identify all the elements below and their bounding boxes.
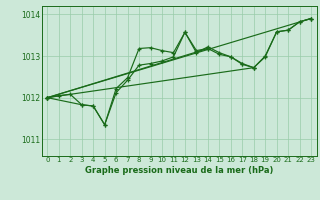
X-axis label: Graphe pression niveau de la mer (hPa): Graphe pression niveau de la mer (hPa) (85, 166, 273, 175)
